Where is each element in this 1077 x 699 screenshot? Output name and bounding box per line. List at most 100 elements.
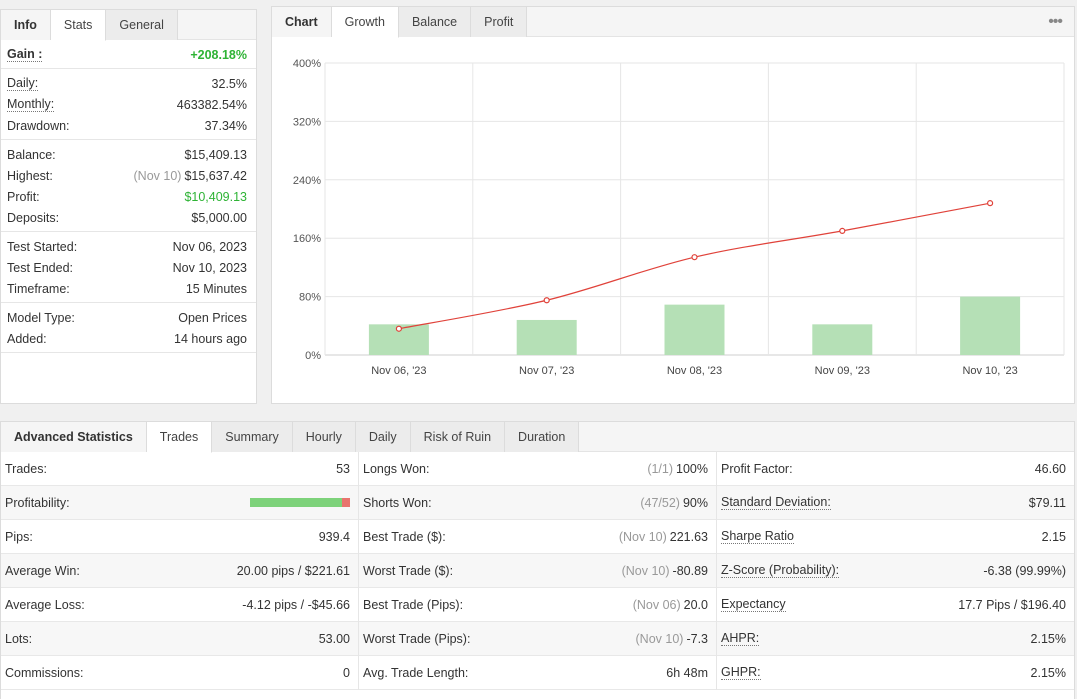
stat-value-text: 463382.54% [176,97,247,112]
stat-row-profit: Profit: $10,409.13 [1,186,256,207]
y-tick-label: 80% [299,292,321,304]
stat-value-text: 14 hours ago [174,331,247,346]
adv-value-prefix: (Nov 10) [635,631,684,646]
adv-value-text: 221.63 [669,529,708,544]
adv-value-text: 2.15% [1030,631,1066,646]
stat-label[interactable]: Daily: [7,75,39,91]
adv-value: (Nov 10) -80.89 [622,564,708,578]
stat-value-text: $5,000.00 [191,210,247,225]
stat-value: Nov 06, 2023 [173,240,247,254]
adv-value: 2.15% [1031,666,1066,680]
stat-value-text: $15,409.13 [184,147,247,162]
adv-row-ahpr: AHPR: 2.15% [717,622,1074,656]
adv-value-text: 939.4 [318,529,350,544]
info-panel: Info Stats General Gain : +208.18% Daily: 3… [0,9,257,404]
adv-row-average-loss: Average Loss: -4.12 pips / -$45.66 [1,588,358,622]
adv-value-text: 2.15% [1030,665,1066,680]
adv-value-text: -7.3 [686,631,708,646]
stat-label[interactable]: Monthly: [7,96,55,112]
bar [960,296,1021,355]
stat-label: Test Ended: [7,260,74,275]
advanced-tabbar: Advanced Statistics Trades Summary Hourl… [1,422,1074,453]
adv-value: 46.60 [1035,462,1066,476]
adv-value: 2.15 [1042,530,1066,544]
tab-daily[interactable]: Daily [355,422,411,452]
growth-point [839,227,846,234]
y-tick-label: 240% [293,175,321,187]
growth-point [395,325,403,332]
adv-label[interactable]: Expectancy [721,596,786,612]
adv-value: 20.00 pips / $221.61 [237,564,350,578]
adv-row-profitability: Profitability: [1,486,358,520]
stat-value-text: 15 Minutes [185,281,247,296]
adv-row-ghpr: GHPR: 2.15% [717,656,1074,690]
profitability-win-segment [250,498,342,507]
x-tick-label: Nov 07, '23 [519,365,574,377]
tab-profit[interactable]: Profit [471,7,528,37]
tab-growth[interactable]: Growth [331,7,399,38]
x-tick-label: Nov 10, '23 [962,365,1017,377]
adv-value: (Nov 10) 221.63 [619,530,708,544]
stat-value: 37.34% [205,119,247,133]
tab-chart[interactable]: Chart [272,7,332,37]
adv-row-best-trade: Best Trade ($): (Nov 10) 221.63 [359,520,716,554]
adv-row-average-win: Average Win: 20.00 pips / $221.61 [1,554,358,588]
adv-label: Average Loss: [5,597,85,612]
adv-value: 939.4 [319,530,350,544]
stat-row-gain: Gain : +208.18% [1,44,256,65]
stat-row-drawdown: Drawdown: 37.34% [1,115,256,136]
stat-row-monthly: Monthly: 463382.54% [1,94,256,115]
adv-value-text: $79.11 [1028,495,1066,510]
adv-label[interactable]: Z-Score (Probability): [721,562,840,578]
adv-value: 2.15% [1031,632,1066,646]
stat-row-test-ended: Test Ended: Nov 10, 2023 [1,257,256,278]
more-dots-icon[interactable]: ••• [1048,13,1063,30]
stat-value-text: Nov 10, 2023 [172,260,247,275]
stat-value: (Nov 10) $15,637.42 [134,169,248,183]
stat-row-model-type: Model Type: Open Prices [1,307,256,328]
advanced-column: Profit Factor: 46.60 Standard Deviation: $7… [717,452,1074,690]
adv-label[interactable]: GHPR: [721,664,761,680]
adv-label: Trades: [5,461,47,476]
growth-chart: 0% 80% 160% 240% 320% 400% Nov 06, '23 Nov 07, … [293,58,1065,377]
adv-value: 6h 48m [666,666,708,680]
stat-row-daily: Daily: 32.5% [1,73,256,94]
stat-group: Gain : +208.18% [1,40,256,69]
chart-panel: Chart Growth Balance Profit ••• 0% 80% 160… [271,6,1075,404]
adv-value-text: 46.60 [1034,461,1066,476]
adv-label[interactable]: Standard Deviation: [721,494,831,510]
tab-hourly[interactable]: Hourly [292,422,356,452]
tab-balance[interactable]: Balance [398,7,472,37]
adv-row-best-trade-pips: Best Trade (Pips): (Nov 06) 20.0 [359,588,716,622]
tab-info[interactable]: Info [1,10,51,40]
tab-general[interactable]: General [106,10,178,40]
adv-row-standard-deviation: Standard Deviation: $79.11 [717,486,1074,520]
tab-trades[interactable]: Trades [146,422,213,453]
adv-label[interactable]: Sharpe Ratio [721,528,794,544]
adv-label: Shorts Won: [363,495,432,510]
adv-row-profit-factor: Profit Factor: 46.60 [717,452,1074,486]
tab-risk-of-ruin[interactable]: Risk of Ruin [410,422,506,452]
stat-value-text: $15,637.42 [184,168,247,183]
stat-value: $5,000.00 [191,211,247,225]
stat-label[interactable]: Gain : [7,46,43,62]
tab-duration[interactable]: Duration [505,422,580,452]
adv-label[interactable]: AHPR: [721,630,760,646]
adv-value-prefix: (Nov 10) [621,563,670,578]
stat-row-timeframe: Timeframe: 15 Minutes [1,278,256,299]
stat-value: 15 Minutes [186,282,247,296]
adv-label: Longs Won: [363,461,430,476]
adv-value: 0 [343,666,350,680]
adv-row-pips: Pips: 939.4 [1,520,358,554]
stat-value-text: Open Prices [178,310,247,325]
bar [812,324,873,355]
advanced-column: Trades: 53 Profitability: Pips: 939.4 Average… [1,452,359,690]
tab-stats[interactable]: Stats [50,10,107,41]
stat-group: Daily: 32.5% Monthly: 463382.54% Drawdown: 37… [1,69,256,140]
profitability-loss-segment [342,498,350,507]
adv-label: Profitability: [5,495,70,510]
tab-summary[interactable]: Summary [212,422,293,452]
bar [516,319,577,355]
adv-label: Worst Trade (Pips): [363,631,471,646]
profitability-bar [250,498,350,507]
